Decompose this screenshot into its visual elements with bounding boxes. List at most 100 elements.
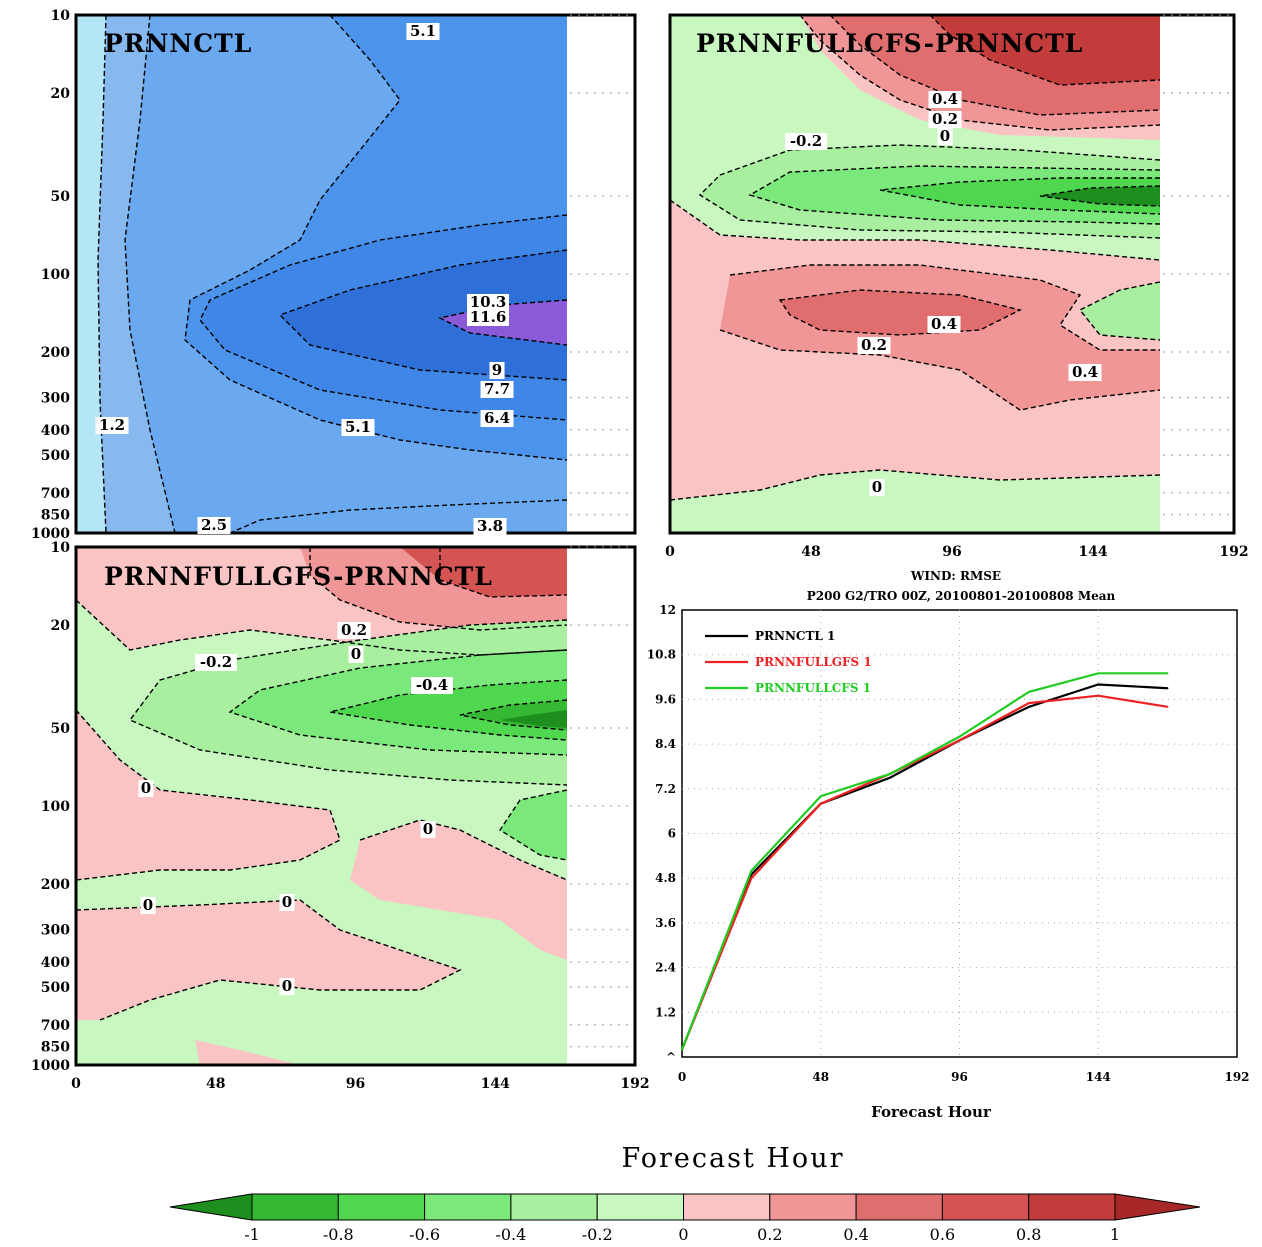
colorbar-label: 0.8 [1016, 1225, 1041, 1244]
contour-label-bg [348, 646, 364, 663]
y-tick-label: 50 [51, 189, 71, 205]
fill-red-low [76, 900, 460, 1020]
colorbar-segment [855, 1193, 943, 1221]
data-point [1097, 694, 1100, 697]
contour-label-bg [337, 622, 371, 639]
frame-a [74, 13, 637, 535]
y-tick-label: 500 [41, 980, 70, 996]
contour-label-bg [467, 309, 509, 326]
y-axis: 10 20 50 100 200 300 400 500 700 850 1000 [31, 8, 633, 542]
contour-labels: 0.2 0 -0.2 -0.4 0 0 0 0 0 [138, 621, 453, 995]
contour-label-bg [785, 133, 827, 150]
data-point [819, 795, 822, 798]
panel-prnnctl: PRNNCTL 5.1 10.311.6 97.7 6.4 5.1 1.2 2.5 3.8 1… [31, 8, 637, 542]
data-point [1028, 691, 1030, 693]
y-tick-label: 1000 [31, 1058, 70, 1074]
contour-label: 0 [423, 820, 433, 838]
contour-label-bg [480, 381, 514, 398]
y-tick-label: 3.6 [655, 916, 676, 930]
x-tick-label: 0 [678, 1070, 686, 1084]
y-tick-label: 4.8 [655, 871, 676, 885]
contour-label: 0.2 [861, 336, 887, 354]
contour-label-bg [473, 518, 507, 535]
x-tick-label: 144 [481, 1076, 510, 1092]
y-tick-label: 1000 [31, 526, 70, 542]
frame-b [668, 13, 1236, 535]
y-tick-label: 200 [41, 877, 70, 893]
colorbar-label: 0.2 [757, 1225, 782, 1244]
y-tick-label: 300 [41, 923, 70, 939]
x-tick-label: 192 [1219, 544, 1248, 560]
y-tick-label: 850 [41, 508, 70, 524]
colorbar: -1 -0.8 -0.6 -0.4 -0.2 0 0.2 0.4 0.6 0.8 1 [169, 1193, 1201, 1244]
contour-labels: 5.1 10.311.6 97.7 6.4 5.1 1.2 2.5 3.8 [95, 22, 514, 535]
colorbar-label: -0.6 [409, 1225, 440, 1244]
x-axis: 0 48 96 144 192 [71, 1076, 649, 1092]
data-point [1097, 672, 1100, 675]
panel-fullcfs-diff: PRNNFULLCFS-PRNNCTL 0.40.20-0.20.40.20.4… [665, 13, 1249, 560]
contour-label-bg [138, 780, 154, 797]
colorbar-segment [683, 1193, 771, 1221]
x-axis-label: Forecast Hour [871, 1103, 992, 1121]
contour-labels: 0.40.20-0.20.40.20.40 [785, 90, 1102, 496]
y-tick-label: 200 [41, 345, 70, 361]
contour-label: 0.2 [341, 621, 367, 639]
contour-label: -0.4 [416, 676, 448, 694]
fill-green-bottom [670, 470, 1160, 533]
contour-label: 0 [282, 893, 292, 911]
x-tick-label: 96 [951, 1070, 968, 1084]
fill-blue6 [280, 250, 567, 380]
legend-label: PRNNFULLCFS 1 [755, 681, 871, 695]
contour-label: 2.5 [201, 516, 227, 534]
colorbar-label: 0.6 [930, 1225, 955, 1244]
colorbar-segment [596, 1193, 685, 1221]
x-tick-label: 0 [665, 544, 675, 560]
contour-label-bg [341, 419, 375, 436]
chart-title: WIND: RMSE [910, 569, 1001, 583]
y-tick-label: 10.8 [647, 648, 676, 662]
fill-red-left [76, 710, 340, 880]
data-point [1028, 702, 1030, 704]
panel-title: PRNNFULLGFS-PRNNCTL [104, 562, 493, 591]
contour-label: 5.1 [345, 418, 371, 436]
missing-region [567, 15, 635, 533]
contour-label: -0.2 [790, 132, 822, 150]
plot-frame [681, 609, 1238, 1058]
y-tick-label: 500 [41, 448, 70, 464]
legend-label: PRNNCTL 1 [755, 629, 835, 643]
contour-label-bg [95, 417, 129, 434]
contour-label: 0 [143, 896, 153, 914]
colorbar-label: -0.8 [323, 1225, 354, 1244]
contour-label: 0 [141, 779, 151, 797]
contour-label: 0.4 [932, 90, 958, 108]
contour-label-bg [937, 128, 953, 145]
panel-title: PRNNCTL [104, 29, 252, 58]
y-tick-label: 9.6 [655, 692, 676, 706]
contour-label-bg [480, 410, 514, 427]
fill-red-mid [350, 820, 567, 960]
contours-a [97, 15, 568, 533]
data-point [819, 802, 822, 805]
colorbar-segment [1028, 1193, 1116, 1221]
y-tick-label: 2.4 [655, 961, 676, 975]
data-point [1097, 683, 1100, 686]
y-tick-label: 400 [41, 955, 70, 971]
contour-label-bg [197, 517, 231, 534]
x-tick-label: 48 [801, 544, 820, 560]
contour-label-bg [406, 23, 440, 40]
y-tick-label: 20 [51, 618, 71, 634]
contour-label: 9 [492, 361, 502, 379]
y-axis: ^ 1.2 2.4 3.6 4.8 6 7.2 8.4 9.6 10.8 12 [647, 603, 676, 1064]
y-tick-label: 12 [659, 603, 676, 617]
contour-label-bg [467, 294, 509, 311]
colorbar-label: -0.4 [495, 1225, 526, 1244]
panel-fullgfs-diff: PRNNFULLGFS-PRNNCTL 0.2 0 -0.2 -0.4 0 0 0 0 0 10… [31, 540, 650, 1092]
data-point [1166, 706, 1169, 708]
contour-label: 10.3 [470, 293, 507, 311]
fill-green1 [500, 710, 567, 728]
y-tick-label: 8.4 [655, 737, 676, 751]
fill-green-right [1080, 282, 1160, 340]
contour-label-bg [489, 362, 505, 379]
x-tick-label: 144 [1078, 544, 1107, 560]
